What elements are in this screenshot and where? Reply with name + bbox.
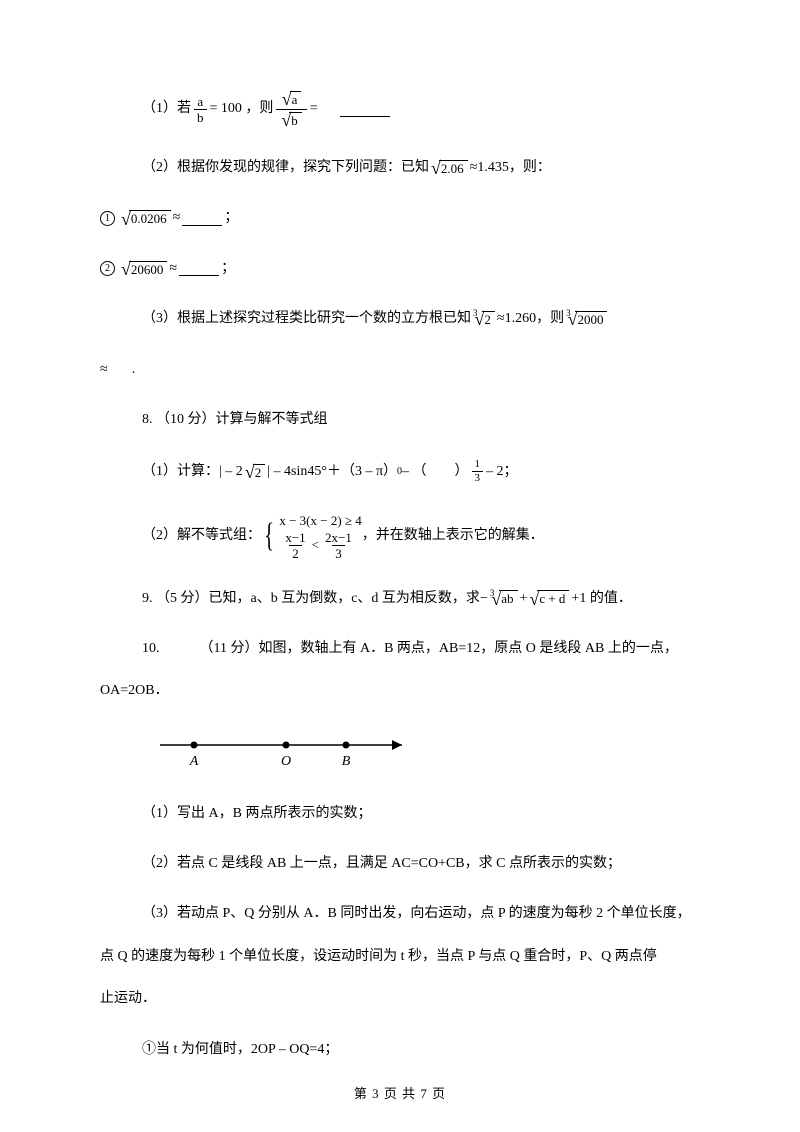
blank bbox=[340, 103, 390, 117]
text: （3）若动点 P、Q 分别从 A．B 同时出发，向右运动，点 P 的速度为每秒 … bbox=[142, 903, 691, 925]
sqrt-20600: √20600 bbox=[121, 260, 167, 278]
blank bbox=[182, 212, 222, 226]
text: 9. （5 分）已知，a、b 互为倒数，c、d 互为相反数，求 bbox=[142, 588, 480, 610]
q10-part3-line2: 点 Q 的速度为每秒 1 个单位长度，设运动时间为 t 秒，当点 P 与点 Q … bbox=[100, 946, 700, 968]
q10-part2: （2）若点 C 是线段 AB 上一点，且满足 AC=CO+CB，求 C 点所表示… bbox=[100, 853, 700, 875]
cbrt-2: 3√2 bbox=[473, 310, 495, 328]
text: +1 的值． bbox=[571, 588, 631, 610]
circle-1: 1 bbox=[100, 211, 115, 226]
label-A: A bbox=[189, 754, 199, 769]
number-line-figure: A O B bbox=[100, 731, 700, 775]
q9: 9. （5 分）已知，a、b 互为倒数，c、d 互为相反数，求 − 3√ab +… bbox=[100, 588, 700, 610]
number-line-svg: A O B bbox=[156, 731, 416, 775]
text: ≈1.435，则： bbox=[470, 157, 551, 179]
text: – 2； bbox=[486, 461, 518, 483]
q7-part3-line2: ≈ . bbox=[100, 359, 700, 381]
text: – （ ） bbox=[402, 461, 469, 483]
text: （1）若 bbox=[142, 98, 191, 120]
ineq1: x − 3(x − 2) ≥ 4 bbox=[279, 512, 361, 530]
cbrt-ab: 3√ab bbox=[490, 590, 518, 608]
text: + bbox=[520, 588, 528, 610]
text: （3）根据上述探究过程类比研究一个数的立方根已知 bbox=[142, 308, 471, 330]
q10-head-line2: OA=2OB． bbox=[100, 680, 700, 702]
fraction-exp: 1 3 bbox=[472, 459, 484, 484]
page-footer: 第 3 页 共 7 页 bbox=[0, 1083, 800, 1102]
text: ； bbox=[224, 207, 238, 229]
q10-part3-line1: （3）若动点 P、Q 分别从 A．B 同时出发，向右运动，点 P 的速度为每秒 … bbox=[100, 903, 700, 925]
text: = 100 ，则 bbox=[210, 98, 274, 120]
text: . bbox=[132, 359, 136, 381]
label-B: B bbox=[342, 754, 351, 769]
q7-part2: （2）根据你发现的规律，探究下列问题：已知 √2.06 ≈1.435，则： bbox=[100, 157, 700, 179]
text: ≈1.260，则 bbox=[497, 308, 564, 330]
circle-2: 2 bbox=[100, 261, 115, 276]
text: 点 Q 的速度为每秒 1 个单位长度，设运动时间为 t 秒，当点 P 与点 Q … bbox=[100, 946, 657, 968]
sqrt-2.06: √2.06 bbox=[431, 159, 468, 177]
neg: − bbox=[480, 588, 488, 610]
inequality-system: { x − 3(x − 2) ≥ 4 x−12 < 2x−13 bbox=[261, 512, 362, 559]
ineq2: x−12 < 2x−13 bbox=[279, 531, 361, 560]
q10-head-line1: 10. （11 分）如图，数轴上有 A．B 两点，AB=12，原点 O 是线段 … bbox=[100, 638, 700, 660]
q7-part2-item1: 1 √0.0206 ≈ ； bbox=[100, 207, 700, 229]
text: 8. （10 分）计算与解不等式组 bbox=[142, 409, 328, 431]
sqrt-0.0206: √0.0206 bbox=[121, 210, 171, 228]
q10-part3-line3: 止运动． bbox=[100, 988, 700, 1010]
q7-part3-line1: （3）根据上述探究过程类比研究一个数的立方根已知 3√2 ≈1.260，则 3√… bbox=[100, 308, 700, 330]
text: OA=2OB． bbox=[100, 680, 169, 702]
sqrt-2: √2 bbox=[245, 463, 265, 481]
text: （1）写出 A，B 两点所表示的实数； bbox=[142, 803, 371, 825]
q7-part2-item2: 2 √20600 ≈ ； bbox=[100, 258, 700, 280]
text: （11 分）如图，数轴上有 A．B 两点，AB=12，原点 O 是线段 AB 上… bbox=[200, 638, 678, 660]
text: | – 4sin45°＋（3 – π） bbox=[267, 461, 397, 483]
page-content: （1）若 a b = 100 ，则 √a √b = （2）根据你发现的规律，探究… bbox=[0, 0, 800, 1129]
q8-part2: （2）解不等式组： { x − 3(x − 2) ≥ 4 x−12 < 2x−1… bbox=[100, 512, 700, 559]
q10-part3-sub1: ①当 t 为何值时，2OP – OQ=4； bbox=[100, 1039, 700, 1061]
text: （2）解不等式组： bbox=[142, 525, 261, 547]
q7-part1: （1）若 a b = 100 ，则 √a √b = bbox=[100, 90, 700, 129]
blank bbox=[179, 262, 219, 276]
fraction-a-b: a b bbox=[194, 95, 207, 124]
text: ，并在数轴上表示它的解集． bbox=[362, 525, 544, 547]
text: 止运动． bbox=[100, 988, 156, 1010]
cbrt-2000: 3√2000 bbox=[566, 310, 607, 328]
text: ； bbox=[221, 258, 235, 280]
text: （2）若点 C 是线段 AB 上一点，且满足 AC=CO+CB，求 C 点所表示… bbox=[142, 853, 621, 875]
q8-part1: （1）计算：| – 2 √2 | – 4sin45°＋（3 – π） 0 – （… bbox=[100, 459, 700, 484]
text: ≈ bbox=[173, 207, 181, 229]
sqrt-cd: √c + d bbox=[529, 590, 569, 608]
q10-part1: （1）写出 A，B 两点所表示的实数； bbox=[100, 803, 700, 825]
text: 10. bbox=[142, 638, 160, 660]
label-O: O bbox=[281, 754, 291, 769]
fraction-sqrt: √a √b bbox=[276, 90, 306, 129]
text: ≈ bbox=[100, 359, 108, 381]
q8-head: 8. （10 分）计算与解不等式组 bbox=[100, 409, 700, 431]
text: ≈ bbox=[169, 258, 177, 280]
text: = bbox=[310, 98, 318, 120]
text: （1）计算：| – 2 bbox=[142, 461, 243, 483]
text: ①当 t 为何值时，2OP – OQ=4； bbox=[142, 1039, 338, 1061]
text: （2）根据你发现的规律，探究下列问题：已知 bbox=[142, 157, 429, 179]
